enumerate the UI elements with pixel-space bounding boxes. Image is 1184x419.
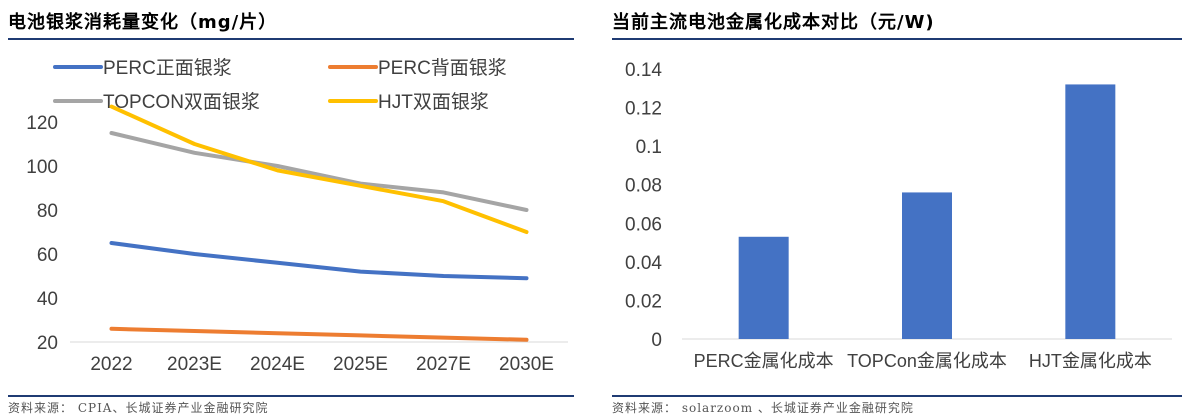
y-tick-label: 0.02: [625, 291, 662, 312]
x-tick-label: 2027E: [416, 354, 471, 375]
y-tick-label: 20: [37, 333, 58, 354]
y-tick-label: 0: [651, 330, 662, 351]
right-bottom-rule: [612, 395, 1182, 397]
right-title-rule: [612, 38, 1182, 40]
bar-chart: 0 0.02 0.04 0.06 0.08 0.1 0.12 0.14 PERC金属化成本 TOP…: [625, 60, 1172, 371]
x-tick-label: 2024E: [250, 354, 305, 375]
legend-label: PERC背面银浆: [378, 57, 507, 79]
left-chart-title: 电池银浆消耗量变化（mg/片）: [8, 12, 278, 33]
x-tick-label: 2025E: [333, 354, 388, 375]
y-tick-label: 0.1: [636, 137, 662, 158]
left-bottom-rule: [8, 395, 574, 397]
x-tick-label: 2022: [90, 354, 132, 375]
x-tick-label: PERC金属化成本: [694, 351, 834, 371]
bar: [738, 236, 789, 339]
y-tick-label: 80: [37, 201, 58, 222]
y-tick-label: 0.04: [625, 253, 662, 274]
series-line: [109, 326, 529, 342]
left-panel: 电池银浆消耗量变化（mg/片） PERC正面银浆 PERC背面银浆 TOPCON双面…: [0, 0, 574, 419]
x-tick-label: HJT金属化成本: [1029, 351, 1152, 371]
bar: [902, 192, 952, 339]
x-tick-label: 2030E: [499, 354, 554, 375]
legend-label: PERC正面银浆: [103, 57, 232, 79]
right-source-note: 资料来源： solarzoom 、长城证券产业金融研究院: [612, 401, 914, 415]
y-tick-label: 0.12: [625, 99, 662, 120]
x-tick-label: TOPCon金属化成本: [847, 351, 1007, 371]
x-tick-label: 2023E: [167, 354, 222, 375]
right-chart-title: 当前主流电池金属化成本对比（元/W): [612, 12, 935, 33]
legend-label: HJT双面银浆: [378, 91, 489, 113]
series-line: [109, 241, 529, 281]
left-source-note: 资料来源： CPIA、长城证券产业金融研究院: [8, 401, 269, 415]
right-panel: 当前主流电池金属化成本对比（元/W) 0 0.02 0.04 0.06 0.08 0.1 0…: [612, 0, 1184, 419]
y-tick-label: 0.08: [625, 176, 662, 197]
y-tick-label: 120: [26, 113, 58, 134]
line-chart: PERC正面银浆 PERC背面银浆 TOPCON双面银浆 HJT双面银浆 20 40 60 8…: [26, 57, 568, 375]
series-line: [109, 131, 529, 212]
y-tick-label: 40: [37, 289, 58, 310]
legend-label: TOPCON双面银浆: [103, 91, 260, 113]
y-tick-label: 0.14: [625, 60, 662, 81]
y-tick-label: 60: [37, 245, 58, 266]
series-line: [109, 104, 529, 234]
y-tick-label: 0.06: [625, 214, 662, 235]
y-tick-label: 100: [26, 157, 58, 178]
bar: [1065, 84, 1116, 339]
left-title-rule: [8, 38, 574, 40]
